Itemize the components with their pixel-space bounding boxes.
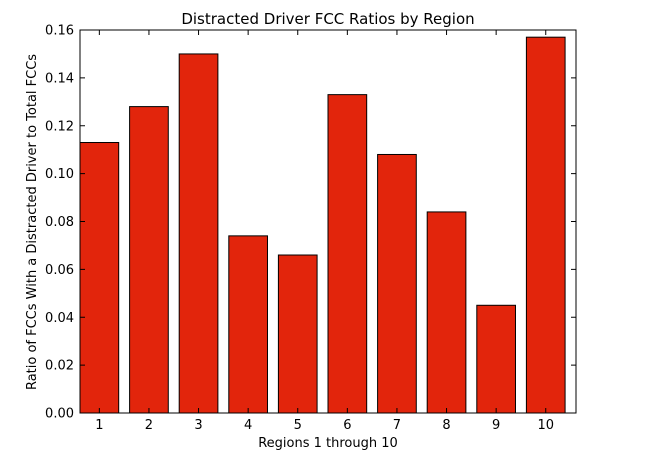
y-tick-label: 0.14 <box>45 71 74 86</box>
bar-region-3 <box>178 53 219 414</box>
y-tick-label: 0.00 <box>45 407 74 422</box>
x-tick-label: 3 <box>194 418 202 433</box>
bar-region-10 <box>525 36 566 414</box>
x-tick-label: 5 <box>294 418 302 433</box>
x-axis-label: Regions 1 through 10 <box>258 436 398 451</box>
chart-title: Distracted Driver FCC Ratios by Region <box>181 10 474 28</box>
y-tick-label: 0.16 <box>45 24 74 39</box>
bar-region-4 <box>228 235 268 414</box>
y-tick-label: 0.12 <box>45 119 74 134</box>
bar-region-7 <box>377 153 417 414</box>
x-tick-label: 9 <box>492 418 500 433</box>
plot-frame <box>79 29 577 414</box>
x-tick-label: 2 <box>145 418 153 433</box>
x-tick-label: 8 <box>442 418 450 433</box>
bar-region-1 <box>79 142 120 414</box>
x-tick-label: 4 <box>244 418 252 433</box>
x-tick-label: 7 <box>393 418 401 433</box>
bar-region-8 <box>426 211 467 414</box>
y-axis-label: Ratio of FCCs With a Distracted Driver t… <box>25 54 40 390</box>
y-tick-label: 0.02 <box>45 359 74 374</box>
bar-region-6 <box>327 94 368 414</box>
bar-region-9 <box>476 304 516 414</box>
bar-region-2 <box>129 106 169 414</box>
x-tick-label: 1 <box>95 418 103 433</box>
y-tick-label: 0.10 <box>45 167 74 182</box>
y-tick-label: 0.08 <box>45 215 74 230</box>
y-tick-label: 0.06 <box>45 263 74 278</box>
bars-group <box>79 36 566 414</box>
x-tick-label: 10 <box>537 418 554 433</box>
y-tick-label: 0.04 <box>45 311 74 326</box>
bar-region-5 <box>277 254 318 414</box>
ticks-group: 1 2 3 4 5 6 7 8 9 10 0.00 0.02 0.04 0.06 0.08 0.10 0.12 0… <box>45 24 576 433</box>
x-tick-label: 6 <box>343 418 351 433</box>
